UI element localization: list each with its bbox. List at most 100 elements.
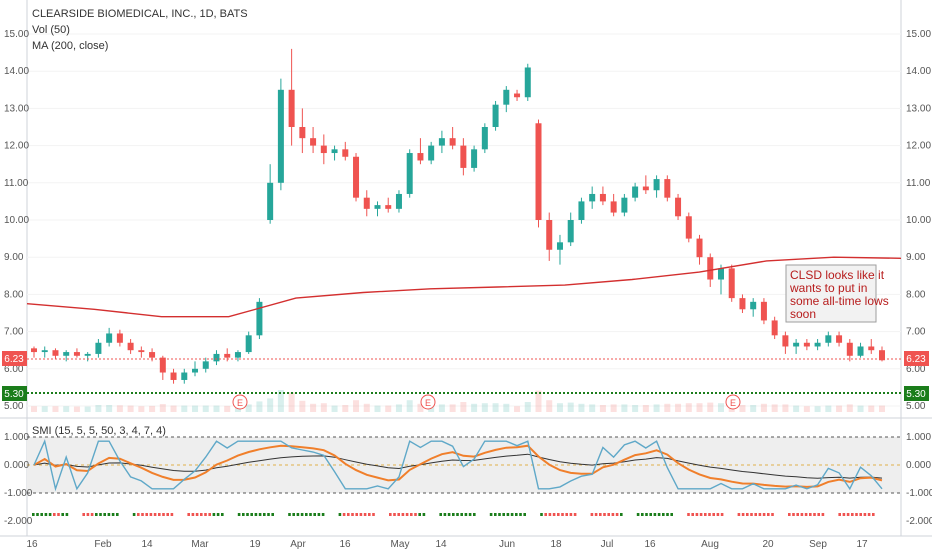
- earnings-marker-label: E: [425, 398, 431, 408]
- last-price-tag-left-text: 6.23: [4, 354, 24, 365]
- smi-dot: [95, 513, 98, 516]
- time-tick-label: 17: [856, 539, 868, 550]
- smi-dot: [548, 513, 552, 516]
- price-tick-label: 8.00: [906, 289, 926, 300]
- candle: [406, 153, 413, 194]
- earnings-marker[interactable]: E: [725, 394, 741, 410]
- candle: [685, 216, 692, 239]
- smi-dot: [216, 513, 220, 516]
- candle: [385, 205, 392, 209]
- candle: [116, 333, 123, 343]
- candle: [556, 242, 563, 250]
- smi-dot: [162, 513, 165, 516]
- smi-dot: [86, 513, 90, 516]
- candle: [449, 138, 456, 146]
- candle: [181, 372, 188, 380]
- smi-indicator-label[interactable]: SMI (15, 5, 5, 50, 3, 4, 7, 4): [32, 425, 166, 437]
- volume-bar: [524, 402, 531, 412]
- smi-dot: [796, 513, 799, 516]
- volume-bar: [460, 402, 467, 412]
- smi-dot: [258, 513, 262, 516]
- smi-dot: [863, 513, 867, 516]
- ma-200-line: [26, 256, 902, 318]
- volume-bar: [717, 403, 724, 412]
- smi-dot: [670, 513, 673, 516]
- smi-dot: [393, 513, 396, 516]
- smi-dot: [305, 513, 308, 516]
- time-axis[interactable]: 16 Feb 14 Mar 19 Apr 16 May 14 Jun 18 Jul 16 Aug 20 Sep…: [26, 539, 868, 550]
- price-grid: [27, 33, 901, 407]
- volume-bar: [750, 405, 757, 412]
- time-tick-label: 16: [26, 539, 38, 550]
- candle: [675, 197, 682, 217]
- volume-bar: [84, 406, 91, 412]
- smi-dot: [292, 513, 295, 516]
- smi-dot: [737, 513, 741, 516]
- candle: [417, 153, 424, 161]
- smi-dot: [855, 513, 858, 516]
- smi-dot: [569, 513, 573, 516]
- volume-bar: [449, 404, 456, 412]
- earnings-marker-label: E: [730, 398, 736, 408]
- smi-dot: [414, 513, 417, 516]
- price-tick-label: 15.00: [906, 29, 931, 40]
- last-price-tag-right: [904, 351, 929, 366]
- price-tick-label: 8.00: [4, 289, 24, 300]
- smi-dot: [141, 513, 144, 516]
- smi-tick-label: -2.000: [4, 516, 33, 527]
- smi-dot: [132, 513, 136, 516]
- volume-bar: [417, 403, 424, 412]
- smi-dot: [359, 513, 363, 516]
- smi-left-axis[interactable]: 1.000 0.000 -1.000 -2.000: [4, 432, 33, 527]
- smi-dot: [771, 513, 774, 516]
- time-tick-label: 20: [762, 539, 774, 550]
- candle: [353, 156, 360, 198]
- smi-dot: [489, 513, 493, 516]
- time-tick-label: Apr: [290, 539, 306, 550]
- candle: [159, 357, 166, 373]
- smi-dot: [200, 513, 203, 516]
- volume-bar: [760, 403, 767, 412]
- volume-bar: [793, 405, 800, 412]
- volume-bar: [546, 400, 553, 412]
- smi-dot: [607, 513, 610, 516]
- smi-dot: [204, 513, 207, 516]
- smi-dot: [48, 513, 52, 516]
- volume-bar: [192, 405, 199, 412]
- annotation-note[interactable]: CLSD looks like it wants to put in some …: [785, 264, 889, 323]
- volume-bar: [707, 402, 714, 412]
- volume-bar: [127, 405, 134, 412]
- candle: [428, 145, 435, 161]
- price-tick-label: 10.00: [906, 215, 931, 226]
- earnings-marker-label: E: [237, 398, 243, 408]
- candle: [202, 361, 209, 369]
- earnings-marker[interactable]: E: [420, 394, 436, 410]
- volume-indicator-label[interactable]: Vol (50): [32, 24, 70, 36]
- left-price-axis[interactable]: 15.00 14.00 13.00 12.00 11.00 10.00 9.00 8.00 7.…: [4, 29, 29, 412]
- volume-bar: [836, 405, 843, 412]
- volume-bar: [224, 405, 231, 412]
- ma-indicator-label[interactable]: MA (200, close): [32, 40, 108, 52]
- smi-dot: [347, 513, 350, 516]
- smi-dot: [300, 513, 304, 516]
- smi-dot: [221, 513, 224, 516]
- smi-dot: [565, 513, 568, 516]
- volume-bar: [696, 403, 703, 412]
- smi-signal-dots: [32, 513, 875, 516]
- smi-dot: [90, 513, 94, 516]
- candle: [84, 353, 91, 356]
- price-tick-label: 5.00: [906, 401, 926, 412]
- smi-dot: [439, 513, 442, 516]
- earnings-marker[interactable]: E: [232, 394, 248, 410]
- volume-bar: [288, 392, 295, 412]
- smi-tick-label: -2.000: [906, 516, 932, 527]
- right-price-axis[interactable]: 15.00 14.00 13.00 12.00 11.00 10.00 9.00 8.00 7.…: [906, 29, 931, 412]
- smi-dot: [666, 513, 669, 516]
- smi-right-axis[interactable]: 1.000 0.000 -1.000 -2.000: [906, 432, 932, 527]
- smi-dot: [515, 513, 518, 516]
- smi-dot: [872, 513, 875, 516]
- smi-dot: [456, 513, 459, 516]
- smi-dot: [603, 513, 606, 516]
- smi-dot: [767, 513, 770, 516]
